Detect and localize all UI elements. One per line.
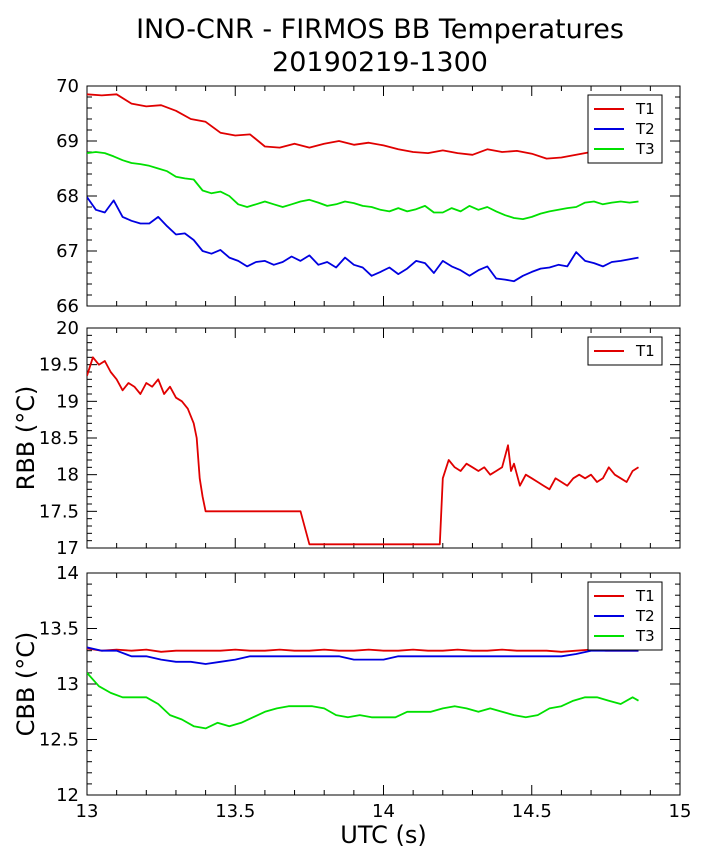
y-tick-label: 69 [56,131,79,152]
y-tick-label: 13 [56,674,79,695]
y-tick-label: 12.5 [39,730,79,751]
series-line-t1 [87,647,639,653]
series-line-t2 [87,646,639,665]
chart-panel-2: 17 17.5 18 18.5 19 19.5 20 RBB (°C) T1 [12,318,681,559]
y-tick-label: 70 [56,76,79,97]
chart-panel-3: 12 12.5 13 13.5 14 13 13.5 14 14.5 15 CBB (°C) UTC … [12,563,691,849]
legend-label: T1 [635,100,655,118]
series-line-t3 [87,672,639,730]
x-tick-label: 13 [76,801,99,822]
legend: T1 T2 T3 [587,581,663,651]
legend-label: T3 [635,627,655,645]
y-tick-label: 12 [56,785,79,806]
legend: T1 T2 T3 [587,94,663,164]
y-tick-label: 17 [56,538,79,559]
legend: T1 [587,336,663,366]
legend-label: T2 [635,120,655,138]
y-tick-label: 67 [56,241,79,262]
y-tick-label: 20 [56,318,79,339]
x-axis-label: UTC (s) [340,821,426,849]
legend-label: T1 [635,587,655,605]
chart-panel-1: 66 67 68 69 70 T1 T2 T3 [56,76,681,317]
y-tick-label: 14 [56,563,79,584]
figure-subtitle: 20190219-1300 [272,47,488,78]
y-tick-label: 68 [56,186,79,207]
x-tick-label: 14 [372,801,395,822]
y-axis-label: CBB (°C) [12,632,40,737]
y-tick-label: 17.5 [39,501,79,522]
y-tick-label: 18.5 [39,428,79,449]
figure-title: INO-CNR - FIRMOS BB Temperatures [136,14,624,45]
y-axis-label: RBB (°C) [12,386,40,491]
y-tick-label: 13.5 [39,619,79,640]
legend-label: T3 [635,140,655,158]
x-tick-label: 15 [669,801,692,822]
series-line-t1 [87,356,639,546]
y-tick-label: 19.5 [39,355,79,376]
series-line-t1 [87,93,639,160]
x-tick-label: 14.5 [512,801,552,822]
x-tick-label: 13.5 [215,801,255,822]
y-tick-label: 18 [56,465,79,486]
legend-label: T2 [635,607,655,625]
y-tick-label: 19 [56,391,79,412]
series-line-t3 [87,151,639,221]
y-tick-label: 66 [56,296,79,317]
series-line-t2 [87,196,639,283]
legend-label: T1 [635,342,655,360]
